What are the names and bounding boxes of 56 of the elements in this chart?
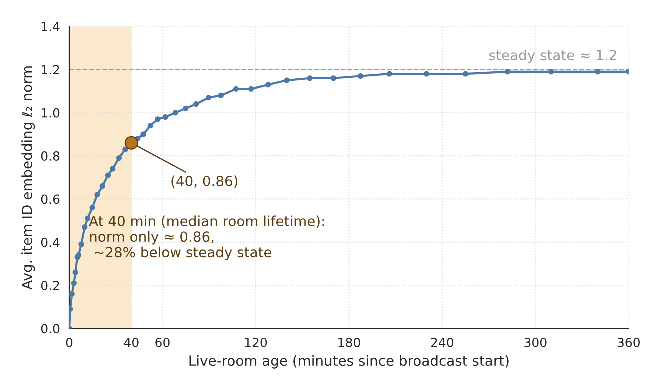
y-tick-label: 0.2 <box>41 281 60 290</box>
point <box>358 73 364 80</box>
point <box>155 116 161 122</box>
point <box>504 69 510 75</box>
y-tick-label: 0.4 <box>41 238 60 248</box>
point <box>386 71 392 77</box>
point <box>78 242 84 248</box>
y-axis-title: Avg. item ID embedding ℓ₂ norm <box>22 66 36 290</box>
x-tick-label: 40 <box>124 338 139 348</box>
point <box>595 69 601 75</box>
x-tick-label: 0 <box>66 338 73 348</box>
point <box>100 184 106 190</box>
annotation: (40, 0.86) <box>172 176 238 188</box>
x-tick-label: 360 <box>618 338 640 348</box>
point <box>233 86 240 92</box>
point <box>140 132 146 138</box>
point <box>148 123 154 129</box>
x-axis-title: Live-room age (minutes since broadcast start) <box>190 355 509 369</box>
y-tick-label: 0.8 <box>41 152 60 161</box>
point <box>248 86 254 92</box>
x-tick-label: 240 <box>431 338 454 348</box>
point <box>110 166 116 172</box>
y-tick-label: 1.2 <box>42 65 60 75</box>
y-tick-label: 0.6 <box>41 194 60 204</box>
y-tick-label: 0.0 <box>41 324 60 334</box>
point <box>122 146 128 152</box>
point <box>194 102 200 108</box>
point <box>124 136 138 150</box>
x-tick-label: 180 <box>338 338 360 348</box>
point <box>330 76 336 82</box>
ref-line-label: steady state ≈ 1.2 <box>490 50 616 64</box>
x-tick-label: 60 <box>156 338 170 348</box>
y-tick-label: 1.4 <box>42 22 60 32</box>
point <box>462 71 469 77</box>
point <box>424 71 430 77</box>
y-tick-label: 1.0 <box>42 108 60 118</box>
point <box>90 205 96 211</box>
point <box>72 270 78 276</box>
point <box>307 76 313 82</box>
x-tick-label: 300 <box>524 338 547 348</box>
point <box>162 114 168 120</box>
point <box>105 172 111 178</box>
point <box>183 106 189 112</box>
point <box>266 82 272 88</box>
point <box>284 78 290 84</box>
point <box>206 95 212 101</box>
annotation: At 40 min (median room lifetime): norm only ≈ 0.86, ~28% below steady state <box>89 216 324 260</box>
point <box>71 280 77 286</box>
point <box>172 110 178 116</box>
point <box>218 92 224 98</box>
point <box>70 291 75 297</box>
point <box>82 224 88 230</box>
point <box>94 192 100 198</box>
point <box>548 69 554 75</box>
x-tick-label: 120 <box>245 338 268 348</box>
point <box>116 155 122 162</box>
